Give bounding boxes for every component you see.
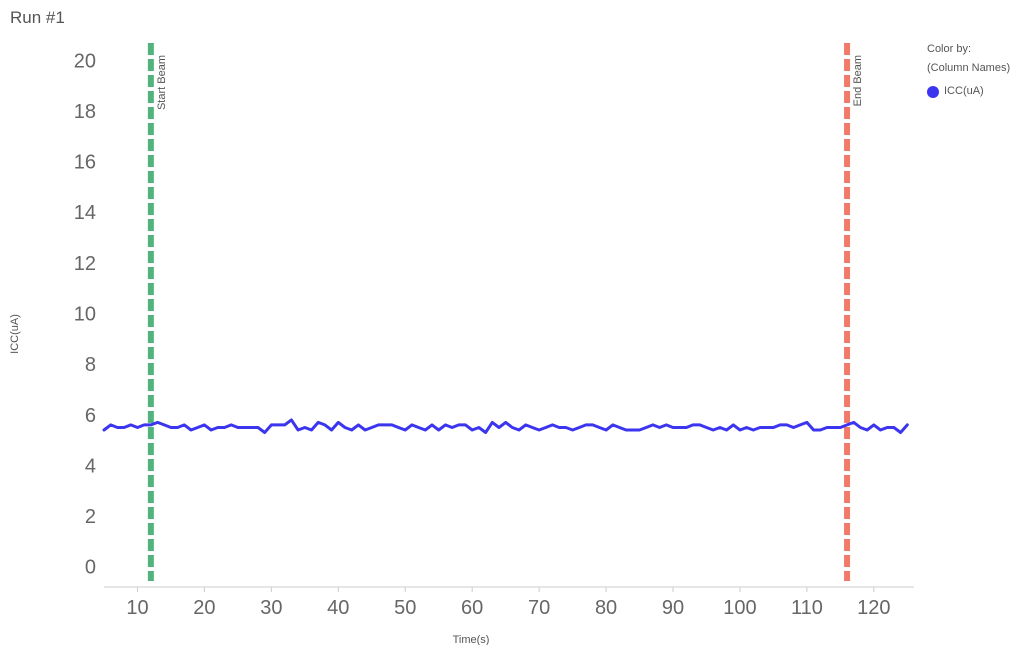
x-tick-label: 30 xyxy=(260,597,282,619)
reference-line-label: End Beam xyxy=(852,55,864,106)
x-tick-label: 20 xyxy=(193,597,215,619)
chart-title: Run #1 xyxy=(10,8,65,27)
x-tick-label: 50 xyxy=(394,597,416,619)
reference-lines: Start Beam End Beam xyxy=(147,43,864,581)
y-tick-label: 18 xyxy=(74,101,96,123)
x-axis: 10 20 30 40 50 60 70 80 90 100 110 120 xyxy=(126,587,891,619)
x-tick-label: 40 xyxy=(327,597,349,619)
y-tick-label: 16 xyxy=(74,152,96,174)
legend-item[interactable]: ICC(uA) xyxy=(927,82,1010,101)
reference-line-label: Start Beam xyxy=(156,55,168,110)
x-tick-label: 110 xyxy=(791,597,823,619)
y-tick-label: 20 xyxy=(74,50,96,72)
x-tick-label: 70 xyxy=(528,597,550,619)
y-tick-label: 12 xyxy=(74,253,96,275)
x-tick-label: 60 xyxy=(461,597,483,619)
legend-heading: Color by: xyxy=(927,43,972,55)
y-tick-label: 8 xyxy=(85,354,96,376)
y-tick-label: 4 xyxy=(85,455,96,477)
y-tick-label: 0 xyxy=(85,557,96,579)
series-layer xyxy=(102,418,909,434)
y-axis-title: ICC(uA) xyxy=(9,314,21,354)
x-tick-label: 80 xyxy=(595,597,617,619)
x-tick-label: 90 xyxy=(662,597,684,619)
series-line-icc xyxy=(102,418,909,434)
y-tick-label: 14 xyxy=(74,202,96,224)
y-tick-label: 6 xyxy=(85,405,96,427)
y-tick-label: 2 xyxy=(85,506,96,528)
legend-color-dot xyxy=(927,85,939,98)
legend-item-label: ICC(uA) xyxy=(944,85,984,97)
x-axis-title: Time(s) xyxy=(453,634,490,645)
y-tick-label: 10 xyxy=(74,304,96,326)
x-tick-label: 100 xyxy=(723,597,756,619)
x-tick-label: 120 xyxy=(857,597,890,619)
legend-subheading: (Column Names) xyxy=(927,62,1011,74)
legend: Color by: (Column Names) ICC(uA) xyxy=(927,40,1010,101)
y-axis: 0 2 4 6 8 10 12 14 16 18 20 xyxy=(74,50,96,578)
x-tick-label: 10 xyxy=(126,597,148,619)
